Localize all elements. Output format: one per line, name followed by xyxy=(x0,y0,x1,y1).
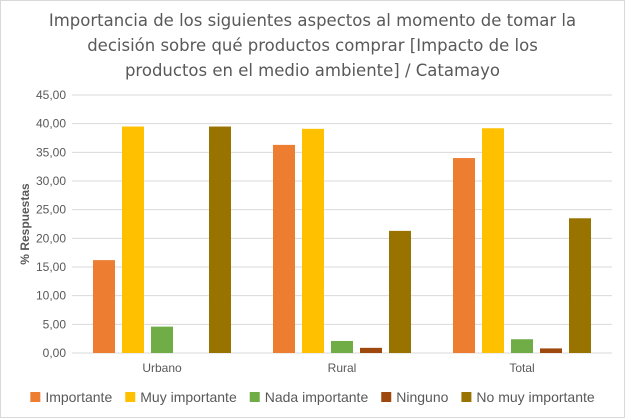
x-tick-label: Rural xyxy=(328,361,357,375)
chart-title-line-2: decisión sobre qué productos comprar [Im… xyxy=(87,36,538,55)
legend-swatch xyxy=(249,392,260,402)
legend-swatch xyxy=(30,392,41,402)
bar xyxy=(511,339,533,353)
legend-label: No muy importante xyxy=(476,389,594,405)
bar xyxy=(482,128,504,353)
y-tick-label: 45,00 xyxy=(36,88,66,102)
bar xyxy=(453,158,475,353)
legend-label: Importante xyxy=(45,389,112,405)
bar xyxy=(273,144,295,353)
y-tick-label: 25,00 xyxy=(36,203,66,217)
bar xyxy=(93,260,115,353)
bar xyxy=(569,218,591,353)
y-tick-label: 30,00 xyxy=(36,174,66,188)
bar xyxy=(360,347,382,353)
y-tick-label: 0,00 xyxy=(43,346,67,360)
bar xyxy=(540,348,562,353)
x-tick-label: Urbano xyxy=(142,361,182,375)
y-tick-label: 40,00 xyxy=(36,117,66,131)
y-tick-label: 15,00 xyxy=(36,260,66,274)
legend-label: Muy importante xyxy=(140,389,237,405)
y-tick-label: 5,00 xyxy=(43,317,67,331)
legend-label: Nada importante xyxy=(265,389,369,405)
y-axis-label: % Respuestas xyxy=(18,183,32,265)
y-tick-label: 35,00 xyxy=(36,145,66,159)
chart-title-line-3: productos en el medio ambiente] / Catama… xyxy=(124,61,501,80)
legend-swatch xyxy=(381,392,392,402)
y-axis-ticks: 0,00 5,00 10,00 15,00 20,00 25,00 30,00 35,00 40… xyxy=(36,88,66,360)
y-tick-label: 10,00 xyxy=(36,289,66,303)
y-tick-label: 20,00 xyxy=(36,231,66,245)
bar xyxy=(151,326,173,353)
bar xyxy=(122,126,144,354)
legend-label: Ninguno xyxy=(396,389,448,405)
x-axis-ticks: Urbano Rural Total xyxy=(142,361,534,375)
bar xyxy=(389,230,411,353)
bar xyxy=(331,340,353,353)
legend: Importante Muy importante Nada importante N… xyxy=(30,389,595,405)
bars xyxy=(93,126,591,354)
chart-title: Importancia de los siguientes aspectos a… xyxy=(20,8,605,83)
legend-swatch xyxy=(461,392,472,402)
gridlines xyxy=(72,94,612,354)
legend-swatch xyxy=(125,392,136,402)
bar xyxy=(302,128,324,353)
bar xyxy=(209,126,231,354)
chart-title-line-1: Importancia de los siguientes aspectos a… xyxy=(48,11,577,30)
x-tick-label: Total xyxy=(509,361,534,375)
